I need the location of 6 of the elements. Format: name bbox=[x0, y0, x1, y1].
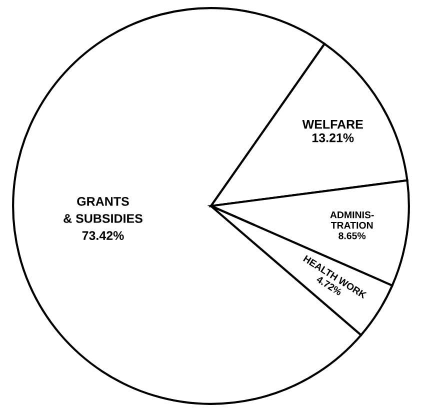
data-label: 73.42% bbox=[82, 231, 124, 240]
slice-label: GRANTS & SUBSIDIES bbox=[64, 196, 142, 223]
data-label: 13.21% bbox=[312, 133, 354, 142]
slice-label: WELFARE bbox=[302, 120, 363, 129]
slice-label: ADMINIS- TRATION bbox=[330, 211, 374, 229]
data-label: 8.65% bbox=[338, 232, 366, 240]
